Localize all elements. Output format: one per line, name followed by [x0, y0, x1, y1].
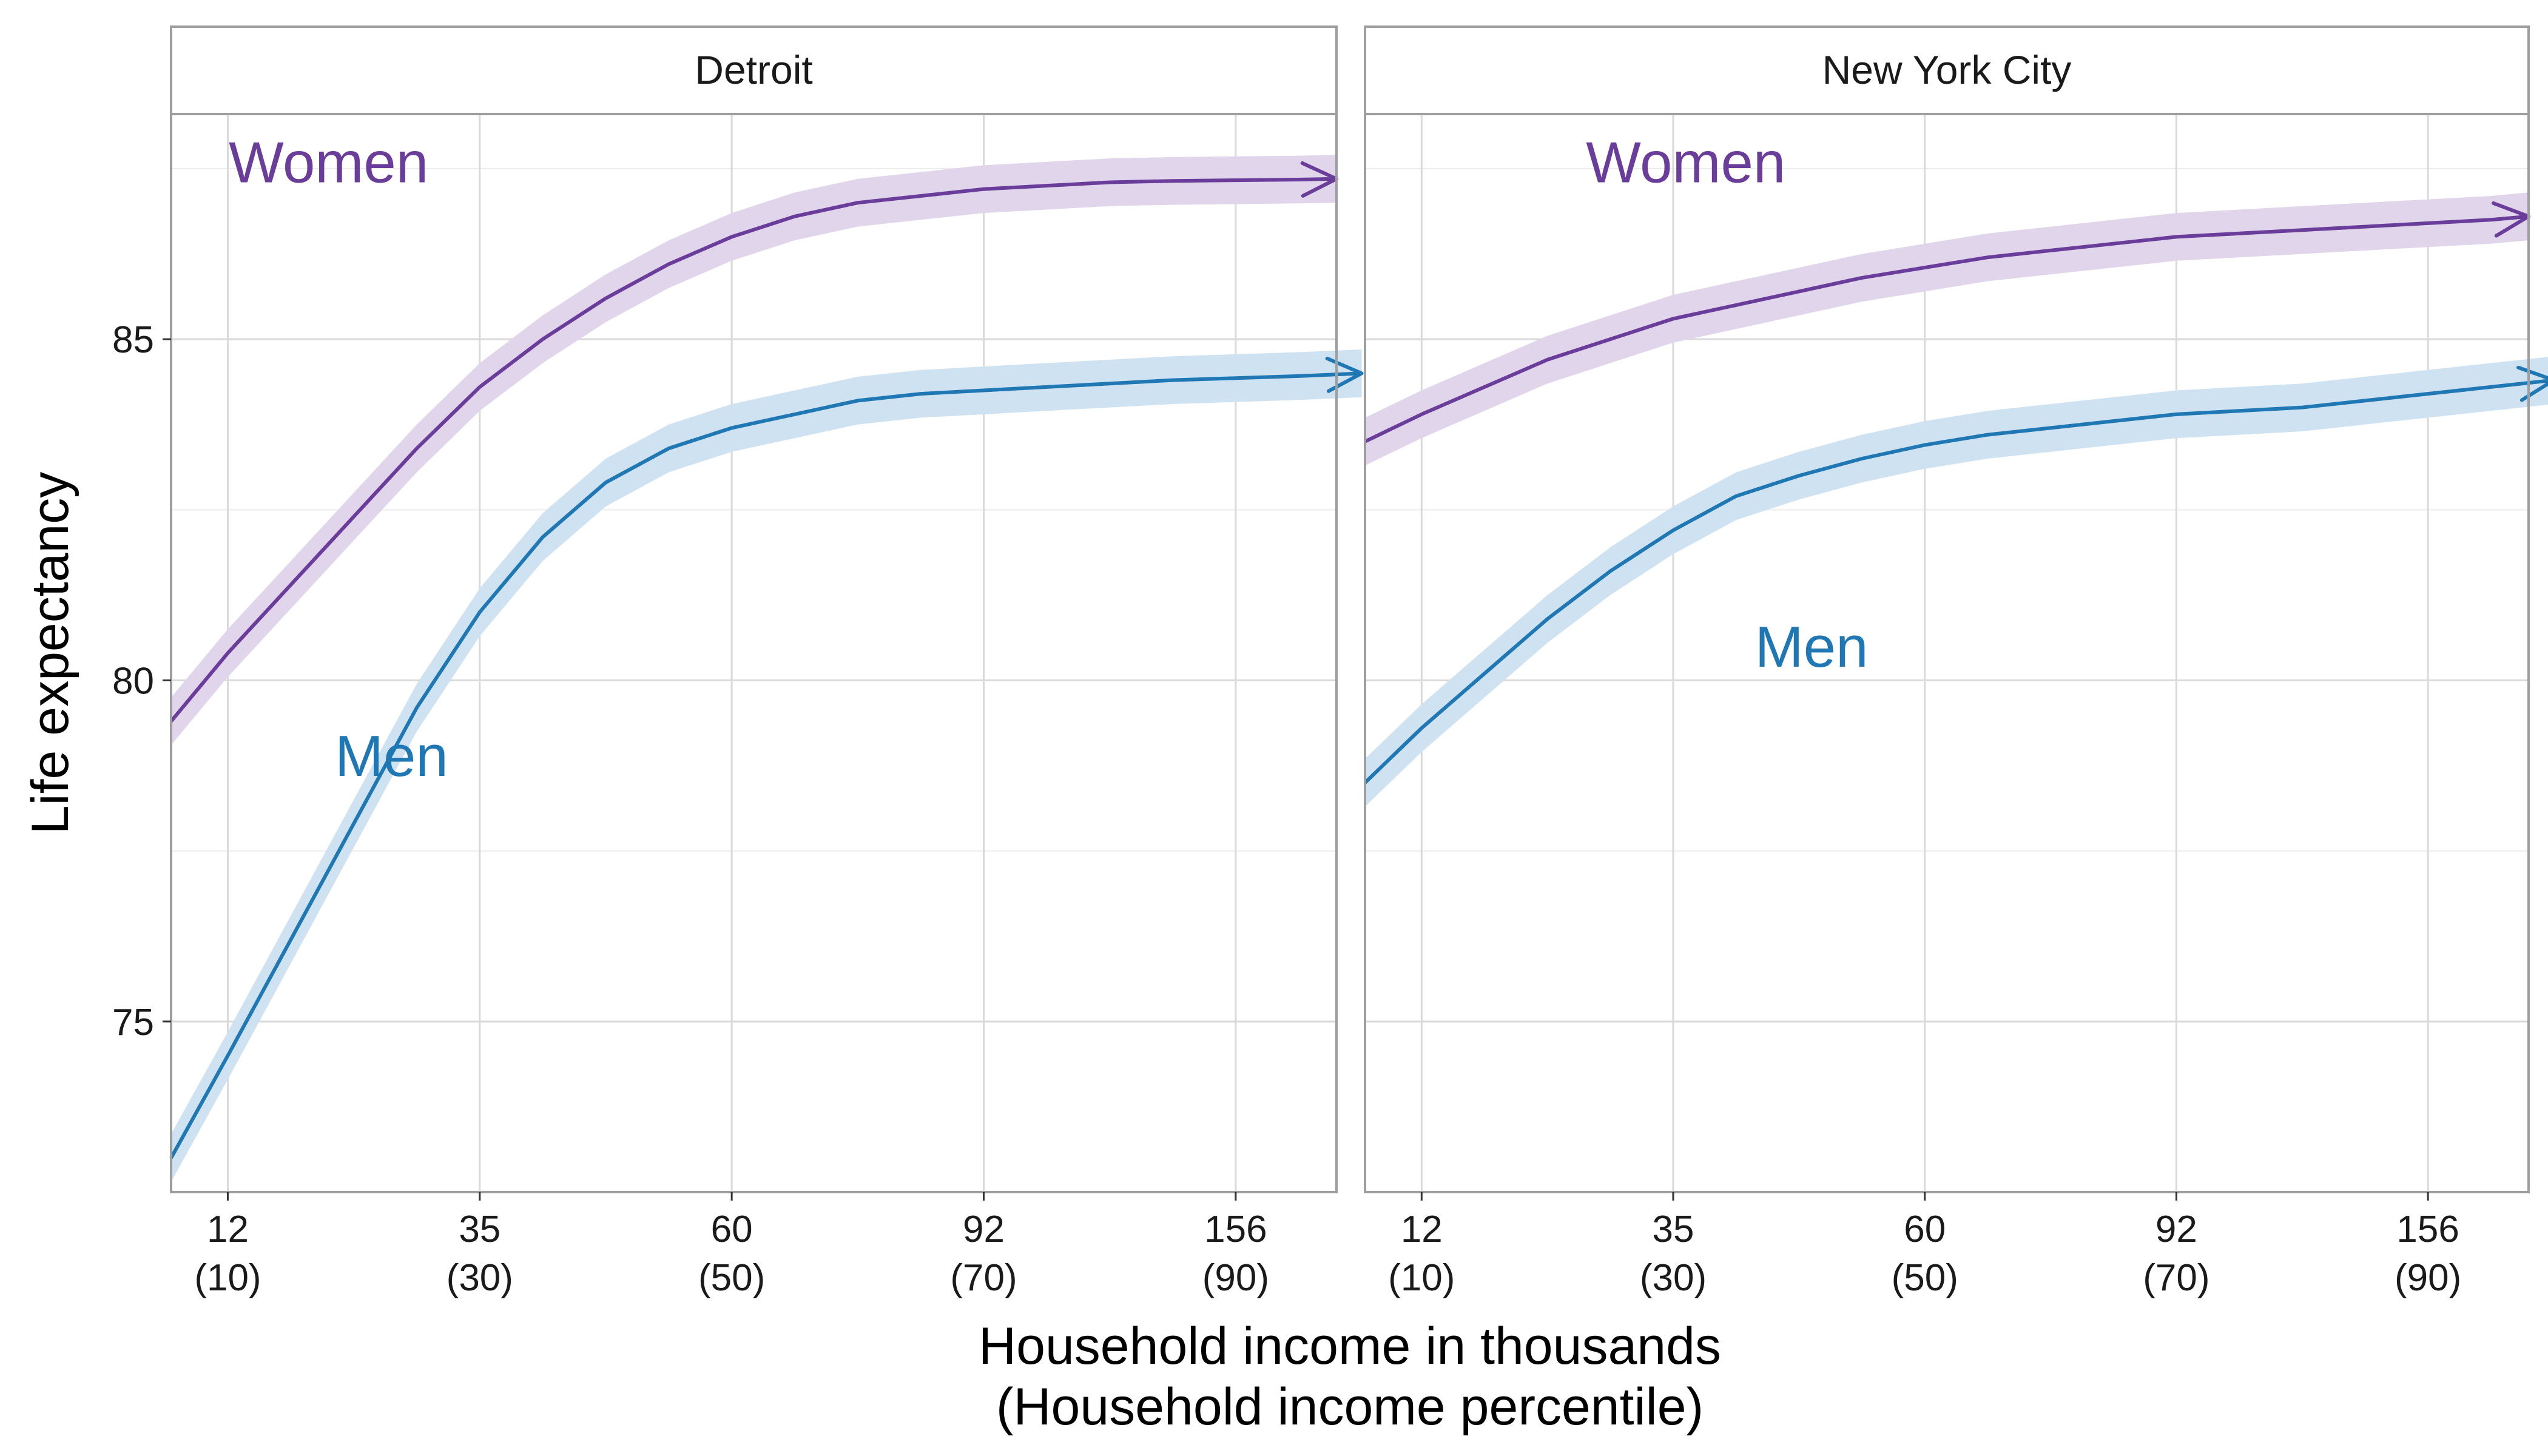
series-line-women-new-york-city [1364, 214, 2529, 443]
x-tick-label-income-new-york-city: 12 [1401, 1208, 1443, 1250]
y-tick-label: 80 [112, 660, 154, 702]
series-label-men-detroit: Men [335, 724, 448, 789]
x-tick-label-income-detroit: 12 [207, 1208, 249, 1250]
x-tick-label-percentile-detroit: (90) [1202, 1257, 1269, 1299]
series-line-men-new-york-city [1363, 379, 2548, 784]
y-tick-label: 85 [112, 319, 154, 361]
panel-new-york-city: New York City Women Men 12 (10) 35 (30) 60 (50)… [1363, 25, 2548, 1299]
x-tick-label-income-detroit: 156 [1204, 1208, 1267, 1250]
x-tick-label-income-detroit: 35 [459, 1208, 500, 1250]
x-tick-label-income-new-york-city: 92 [2155, 1208, 2197, 1250]
x-tick-label-percentile-detroit: (70) [950, 1257, 1017, 1299]
x-tick-label-percentile-new-york-city: (90) [2395, 1257, 2461, 1299]
x-tick-label-percentile-new-york-city: (50) [1892, 1257, 1958, 1299]
x-axis-title: Household income in thousands [979, 1317, 1721, 1375]
x-tick-label-income-new-york-city: 35 [1653, 1208, 1694, 1250]
panel-strip-detroit [170, 25, 1338, 115]
x-tick-label-percentile-new-york-city: (10) [1388, 1257, 1455, 1299]
panel-title-detroit: Detroit [695, 47, 812, 92]
panel-detroit: Detroit Women Men 12 (10) 35 (30) 60 (50) 92 (70)… [169, 25, 1364, 1299]
x-axis-subtitle: (Household income percentile) [996, 1378, 1704, 1436]
arrow-head-men-new-york-city [2516, 365, 2548, 402]
series-label-men-new-york-city: Men [1755, 615, 1869, 679]
confidence-band-women-new-york-city [1365, 192, 2529, 466]
y-axis-title: Life expectancy [21, 472, 79, 835]
confidence-band-men-new-york-city [1365, 357, 2548, 807]
series-line-women-detroit [169, 177, 1337, 723]
panel-title-new-york-city: New York City [1822, 47, 2072, 92]
x-tick-label-income-new-york-city: 156 [2396, 1208, 2459, 1250]
series-label-women-new-york-city: Women [1586, 130, 1785, 195]
x-tick-label-percentile-detroit: (10) [194, 1257, 261, 1299]
x-tick-label-percentile-detroit: (50) [698, 1257, 765, 1299]
panel-border-new-york-city [1364, 113, 2530, 1193]
panel-strip-new-york-city [1364, 25, 2530, 115]
series-label-women-detroit: Women [229, 130, 428, 195]
y-tick-label: 75 [112, 1002, 154, 1043]
x-tick-label-income-new-york-city: 60 [1904, 1208, 1946, 1250]
panel-border-detroit [170, 113, 1338, 1193]
x-tick-label-percentile-new-york-city: (70) [2143, 1257, 2209, 1299]
x-tick-label-income-detroit: 92 [963, 1208, 1005, 1250]
x-tick-label-percentile-detroit: (30) [447, 1257, 513, 1299]
confidence-band-women-detroit [171, 155, 1336, 746]
x-tick-label-income-detroit: 60 [711, 1208, 753, 1250]
plot-background-detroit [171, 114, 1336, 1192]
x-tick-label-percentile-new-york-city: (30) [1640, 1257, 1707, 1299]
arrow-head-men-detroit [1325, 356, 1364, 393]
series-line-men-detroit [169, 371, 1362, 1159]
plot-background-new-york-city [1365, 114, 2529, 1192]
